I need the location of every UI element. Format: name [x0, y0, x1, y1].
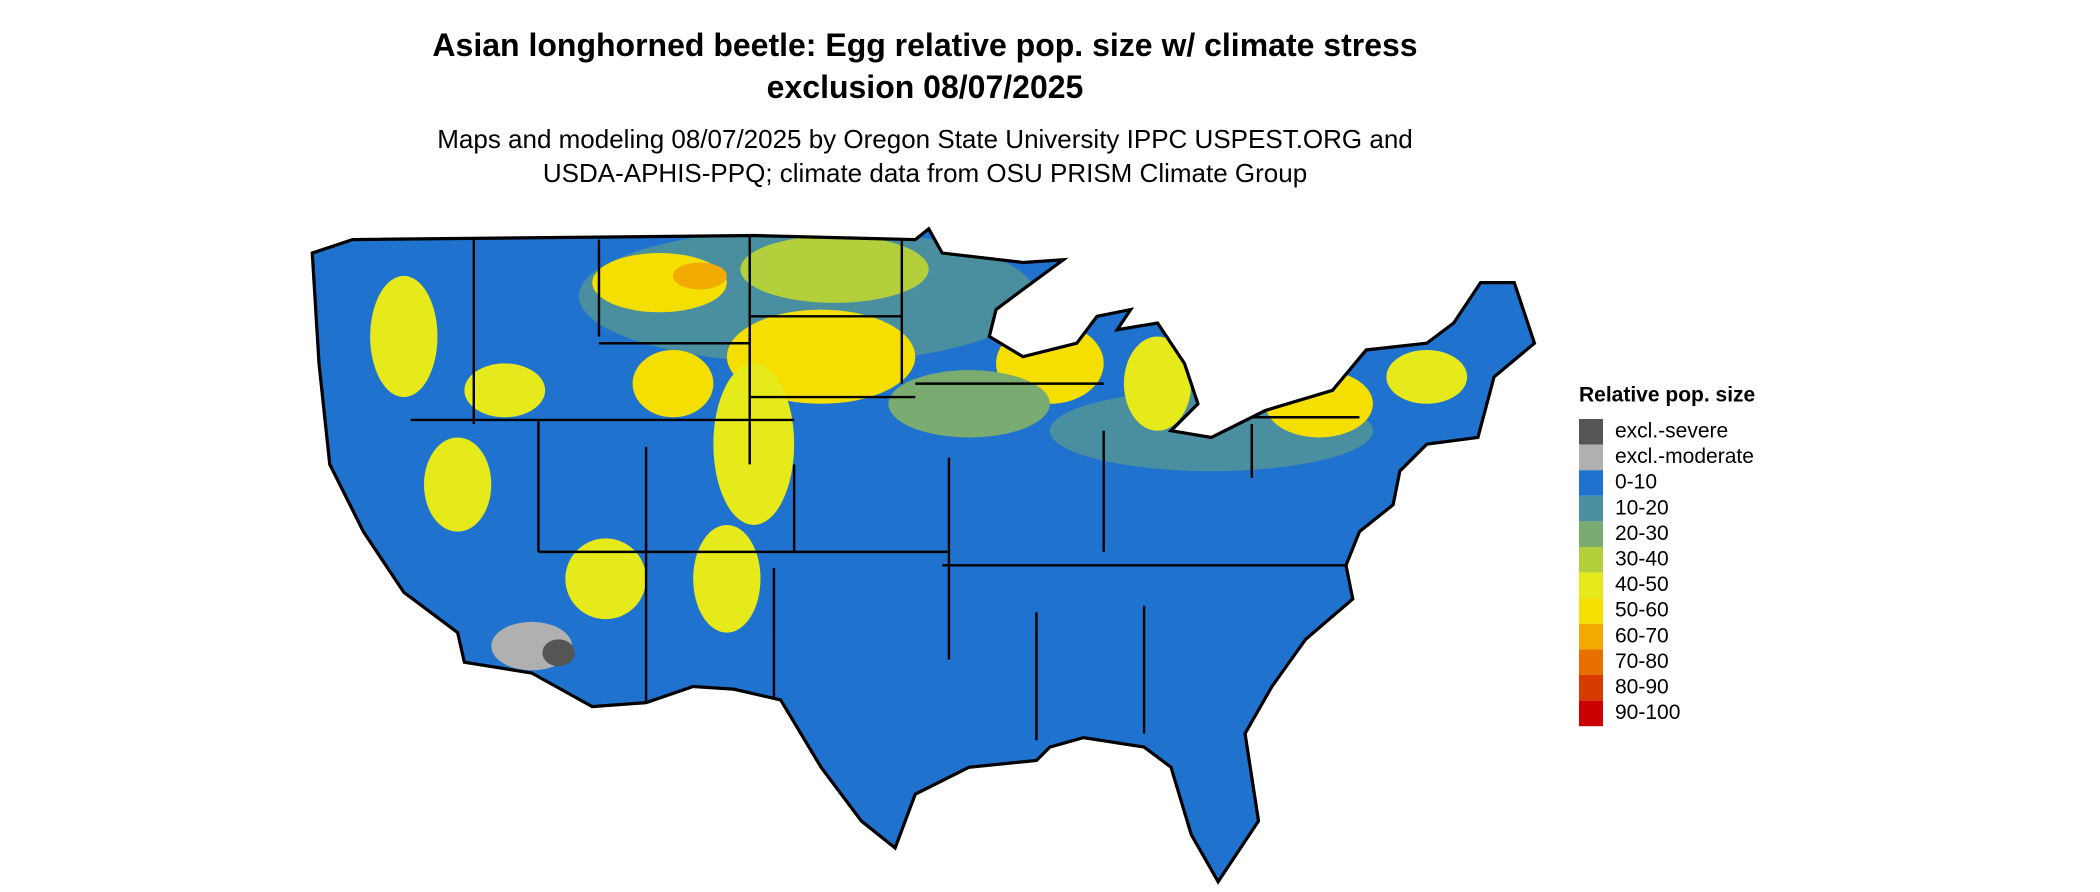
legend-label: 70-80	[1615, 650, 1669, 673]
legend-swatch	[1579, 572, 1603, 599]
legend-swatch	[1579, 675, 1603, 701]
legend-label: 10-20	[1615, 496, 1669, 519]
map-region	[542, 639, 575, 667]
map-region	[1265, 370, 1373, 438]
map-region	[713, 363, 795, 525]
legend-label: 90-100	[1615, 701, 1680, 724]
legend-swatch	[1579, 547, 1603, 573]
map-region	[423, 437, 492, 532]
legend-label: 50-60	[1615, 599, 1669, 622]
legend-label: 20-30	[1615, 522, 1669, 545]
state-lines	[410, 235, 1360, 741]
legend-swatch	[1579, 521, 1603, 547]
legend-swatch	[1579, 470, 1603, 496]
legend-title: Relative pop. size	[1579, 384, 1755, 407]
map-title: Asian longhorned beetle: Egg relative po…	[432, 27, 1418, 105]
legend-swatch	[1579, 419, 1603, 445]
map-region	[693, 524, 761, 633]
map-subtitle: Maps and modeling 08/07/2025 by Oregon S…	[437, 124, 1413, 188]
map-region	[740, 235, 929, 303]
map-region	[888, 370, 1050, 438]
map-region	[464, 363, 546, 418]
legend-swatch	[1579, 495, 1603, 522]
legend-label: 40-50	[1615, 573, 1669, 596]
map-region	[1386, 349, 1468, 404]
map-region	[673, 262, 727, 290]
legend-label: 60-70	[1615, 624, 1669, 647]
legend-label: 30-40	[1615, 548, 1669, 571]
legend-label: excl.-severe	[1615, 420, 1728, 443]
legend-label: 80-90	[1615, 676, 1669, 699]
legend-label: 0-10	[1615, 471, 1657, 494]
map-region	[1123, 336, 1192, 431]
map-region	[370, 275, 438, 398]
legend-swatch	[1579, 649, 1603, 675]
legend-swatch	[1579, 444, 1603, 471]
legend-swatch	[1579, 700, 1603, 727]
map-region	[565, 538, 647, 620]
map-region	[632, 349, 714, 418]
map-body	[310, 227, 1537, 884]
legend-swatch	[1579, 598, 1603, 624]
legend-label: excl.-moderate	[1615, 445, 1754, 468]
legend-swatch	[1579, 623, 1603, 650]
